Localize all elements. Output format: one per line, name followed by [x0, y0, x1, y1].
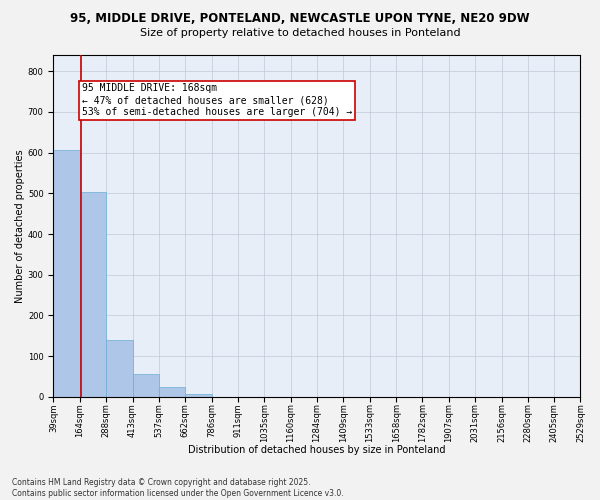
Bar [133, 374, 159, 397]
Bar [185, 394, 212, 397]
Text: 95, MIDDLE DRIVE, PONTELAND, NEWCASTLE UPON TYNE, NE20 9DW: 95, MIDDLE DRIVE, PONTELAND, NEWCASTLE U… [70, 12, 530, 26]
Text: Contains HM Land Registry data © Crown copyright and database right 2025.
Contai: Contains HM Land Registry data © Crown c… [12, 478, 344, 498]
Bar [80, 192, 106, 397]
Bar [53, 150, 80, 397]
X-axis label: Distribution of detached houses by size in Ponteland: Distribution of detached houses by size … [188, 445, 446, 455]
Y-axis label: Number of detached properties: Number of detached properties [15, 149, 25, 302]
Bar [106, 340, 133, 397]
Text: 95 MIDDLE DRIVE: 168sqm
← 47% of detached houses are smaller (628)
53% of semi-d: 95 MIDDLE DRIVE: 168sqm ← 47% of detache… [82, 84, 352, 116]
Bar [159, 386, 185, 397]
Text: Size of property relative to detached houses in Ponteland: Size of property relative to detached ho… [140, 28, 460, 38]
